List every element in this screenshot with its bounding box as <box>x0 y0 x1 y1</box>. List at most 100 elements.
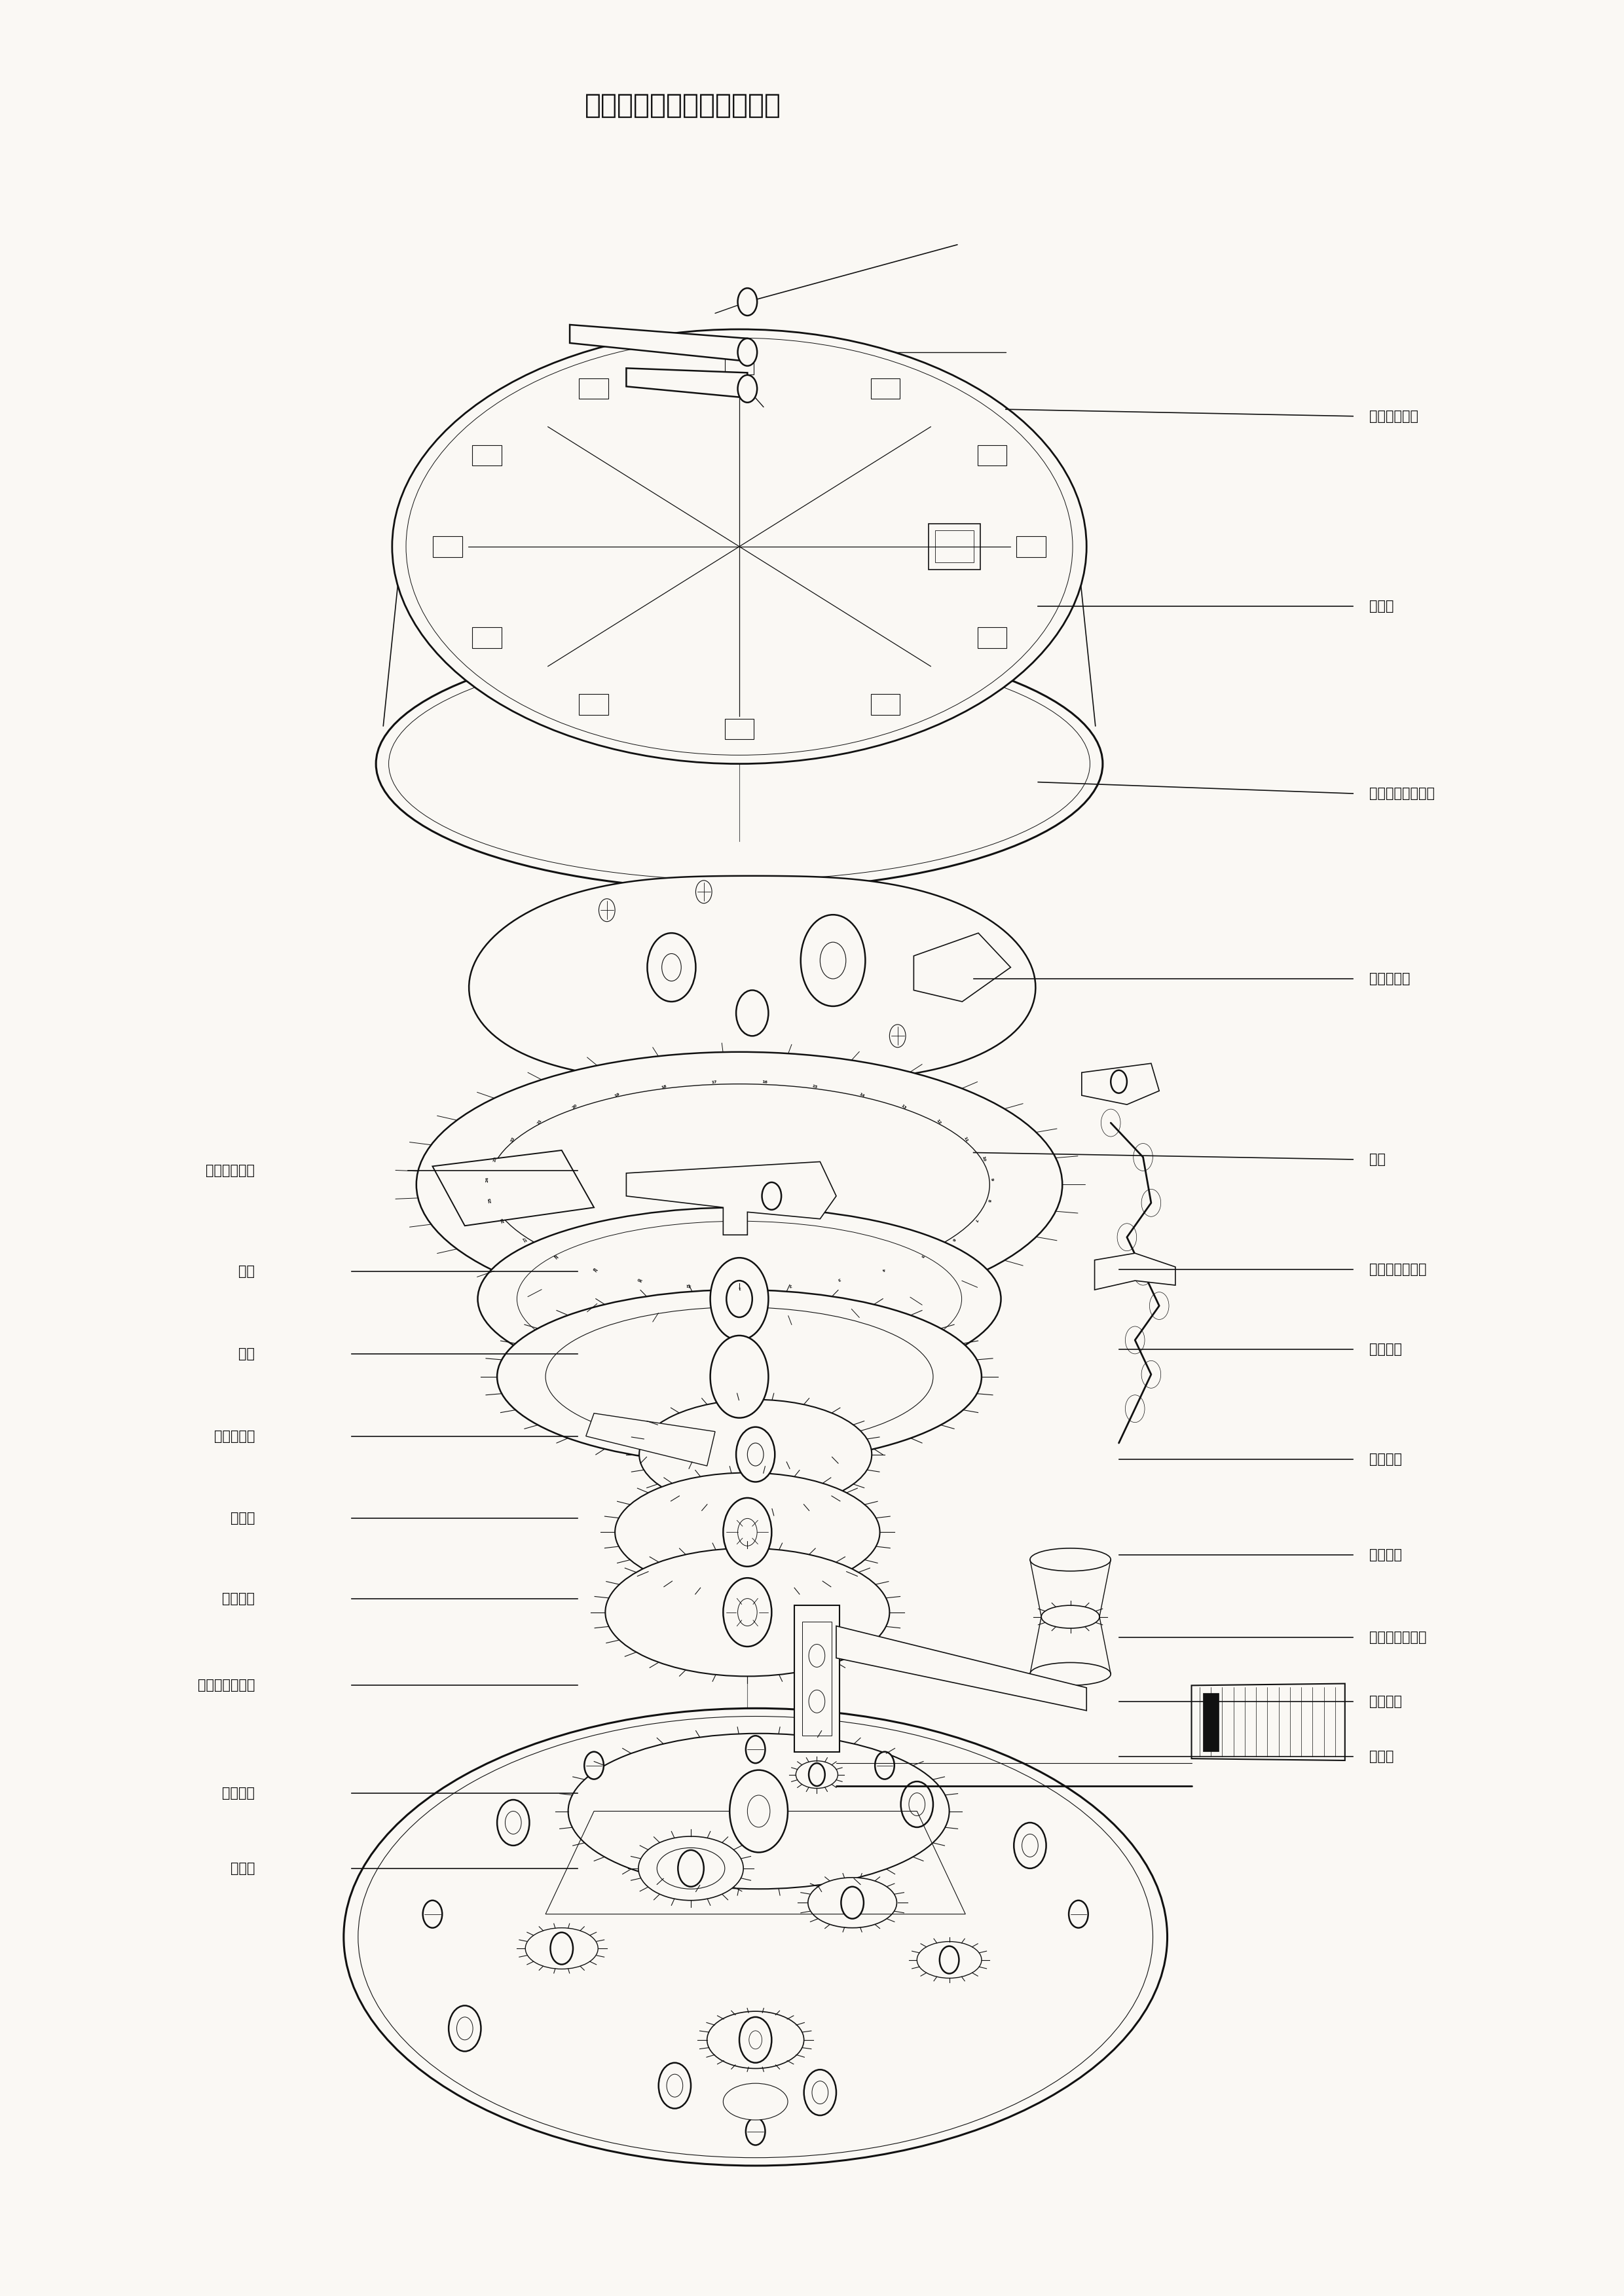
Text: 文字盤受けリング: 文字盤受けリング <box>1369 788 1434 799</box>
Circle shape <box>737 1518 757 1545</box>
Polygon shape <box>914 932 1010 1001</box>
Circle shape <box>677 1851 703 1887</box>
Text: 7: 7 <box>974 1219 978 1221</box>
Circle shape <box>809 1763 825 1786</box>
Circle shape <box>723 1577 771 1646</box>
Text: 18: 18 <box>661 1084 667 1088</box>
Ellipse shape <box>796 1761 838 1789</box>
Circle shape <box>710 1258 768 1341</box>
Circle shape <box>1117 1224 1137 1251</box>
Text: 24: 24 <box>486 1176 489 1182</box>
Text: 10: 10 <box>981 1155 986 1162</box>
Text: 30: 30 <box>637 1277 643 1281</box>
Polygon shape <box>627 1162 836 1235</box>
Polygon shape <box>1192 1683 1345 1761</box>
Circle shape <box>1142 1362 1161 1389</box>
Bar <box>473 445 502 466</box>
Text: 巻き真: 巻き真 <box>1369 1750 1393 1763</box>
Ellipse shape <box>377 638 1103 889</box>
Circle shape <box>809 1690 825 1713</box>
Circle shape <box>801 914 866 1006</box>
Polygon shape <box>469 875 1036 1081</box>
Ellipse shape <box>388 647 1090 879</box>
Ellipse shape <box>568 1733 950 1890</box>
Circle shape <box>737 287 757 315</box>
Ellipse shape <box>1030 1548 1111 1570</box>
Text: カンヌキ: カンヌキ <box>1369 1453 1402 1465</box>
Text: 5: 5 <box>919 1254 924 1258</box>
Text: 日の裏車: 日の裏車 <box>222 1786 255 1800</box>
Text: 3: 3 <box>836 1277 841 1281</box>
Circle shape <box>736 990 768 1035</box>
Text: 文字盤: 文字盤 <box>1369 599 1393 613</box>
Circle shape <box>551 1933 573 1965</box>
Text: 25: 25 <box>487 1196 492 1203</box>
Ellipse shape <box>344 1708 1168 2165</box>
Circle shape <box>1125 1327 1145 1355</box>
Circle shape <box>1101 1109 1121 1137</box>
Circle shape <box>940 1947 958 1975</box>
Circle shape <box>1142 1189 1161 1217</box>
Circle shape <box>1021 1835 1038 1857</box>
Polygon shape <box>570 324 747 360</box>
Text: 6: 6 <box>952 1238 955 1240</box>
Text: 23: 23 <box>492 1155 497 1162</box>
Bar <box>978 445 1007 466</box>
Bar <box>724 354 754 374</box>
Circle shape <box>448 2007 481 2050</box>
Text: 日曜制レバー: 日曜制レバー <box>206 1164 255 1178</box>
Circle shape <box>820 941 846 978</box>
Ellipse shape <box>615 1472 880 1591</box>
Circle shape <box>736 1428 775 1481</box>
Text: リューズ: リューズ <box>1369 1694 1402 1708</box>
Text: 4: 4 <box>882 1267 885 1272</box>
Text: 時、分、秒針: 時、分、秒針 <box>1369 409 1418 422</box>
Ellipse shape <box>809 1878 896 1929</box>
Circle shape <box>1125 1396 1145 1424</box>
Text: 日車押さえ: 日車押さえ <box>1369 971 1410 985</box>
Ellipse shape <box>477 1208 1000 1391</box>
Text: 16: 16 <box>762 1081 768 1084</box>
Circle shape <box>875 1752 895 1779</box>
Text: 中間車: 中間車 <box>231 1513 255 1525</box>
Ellipse shape <box>391 328 1086 765</box>
Bar <box>434 537 463 558</box>
Circle shape <box>745 2117 765 2144</box>
Circle shape <box>737 1598 757 1626</box>
Ellipse shape <box>516 1221 961 1378</box>
Circle shape <box>667 2073 682 2096</box>
Text: カレンダー　切り替え機構: カレンダー 切り替え機構 <box>585 92 781 119</box>
Bar <box>724 719 754 739</box>
Circle shape <box>723 1497 771 1566</box>
Ellipse shape <box>357 1717 1153 2158</box>
Bar <box>802 1621 831 1736</box>
Text: 20: 20 <box>572 1104 578 1109</box>
Text: 11: 11 <box>963 1137 968 1143</box>
Circle shape <box>1134 1258 1153 1286</box>
Polygon shape <box>586 1414 715 1465</box>
Circle shape <box>901 1782 934 1828</box>
Circle shape <box>729 1770 788 1853</box>
Circle shape <box>1013 1823 1046 1869</box>
Circle shape <box>1111 1070 1127 1093</box>
Circle shape <box>745 1736 765 1763</box>
Circle shape <box>422 1901 442 1929</box>
Bar <box>935 530 974 563</box>
Ellipse shape <box>1041 1605 1099 1628</box>
Text: 日送りツメ: 日送りツメ <box>214 1430 255 1442</box>
Circle shape <box>599 898 615 921</box>
Text: ダイヤショック: ダイヤショック <box>198 1678 255 1692</box>
Text: 21: 21 <box>538 1118 542 1125</box>
Circle shape <box>812 2080 828 2103</box>
Circle shape <box>505 1812 521 1835</box>
Ellipse shape <box>638 1837 744 1901</box>
Bar <box>580 693 607 714</box>
Text: 22: 22 <box>510 1137 515 1143</box>
Text: 31: 31 <box>685 1283 692 1288</box>
Circle shape <box>726 1281 752 1318</box>
Circle shape <box>747 1795 770 1828</box>
Text: 17: 17 <box>711 1081 716 1084</box>
Ellipse shape <box>497 1290 981 1463</box>
Polygon shape <box>836 1626 1086 1711</box>
Circle shape <box>737 338 757 365</box>
